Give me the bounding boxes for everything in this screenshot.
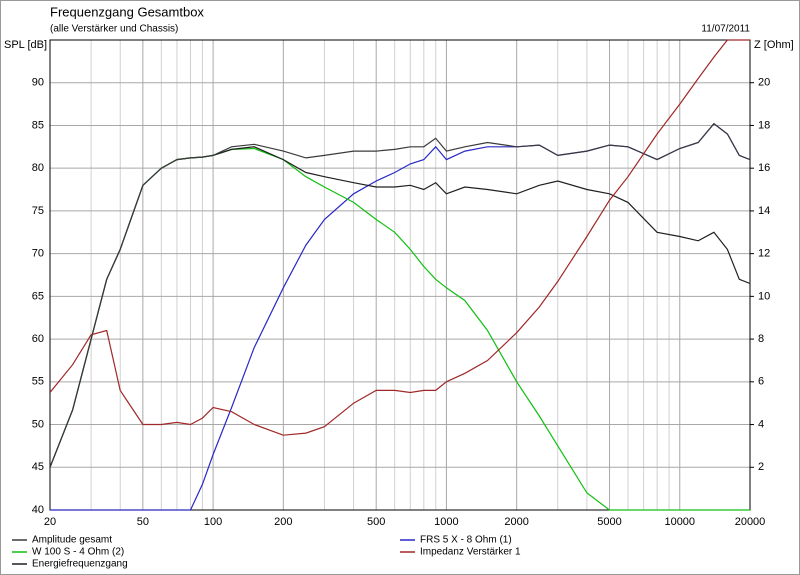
x-tick-label: 20000 xyxy=(735,516,766,528)
legend-label: W 100 S - 4 Ohm (2) xyxy=(32,547,124,558)
y-tick-label: 40 xyxy=(32,504,44,516)
x-tick-label: 5000 xyxy=(597,516,621,528)
plot-area xyxy=(49,39,751,511)
y2-tick-label: 18 xyxy=(758,119,770,131)
x-tick-label: 200 xyxy=(274,516,292,528)
legend-label: FRS 5 X - 8 Ohm (1) xyxy=(420,535,512,546)
y2-tick-label: 16 xyxy=(758,162,770,174)
y-tick-label: 75 xyxy=(32,205,44,217)
chart-subtitle: (alle Verstärker und Chassis) xyxy=(50,24,178,35)
x-tick-label: 1000 xyxy=(434,516,458,528)
x-tick-label: 20 xyxy=(44,516,56,528)
y2-tick-label: 12 xyxy=(758,248,770,260)
legend-label: Amplitude gesamt xyxy=(32,535,112,546)
y-tick-label: 65 xyxy=(32,290,44,302)
y2-tick-label: 20 xyxy=(758,77,770,89)
y2-tick-label: 10 xyxy=(758,290,770,302)
series-line xyxy=(50,122,750,468)
x-tick-label: 2000 xyxy=(504,516,528,528)
legend-label: Impedanz Verstärker 1 xyxy=(420,547,521,558)
y-tick-label: 70 xyxy=(32,248,44,260)
plot-border xyxy=(49,39,751,511)
x-tick-label: 500 xyxy=(367,516,385,528)
y2-tick-label: 4 xyxy=(758,418,764,430)
chart-title: Frequenzgang Gesamtbox xyxy=(50,4,204,19)
y2-tick-label: 6 xyxy=(758,376,764,388)
chart-date: 11/07/2011 xyxy=(701,24,750,35)
series-line xyxy=(50,39,750,436)
y-tick-label: 50 xyxy=(32,418,44,430)
x-tick-label: 50 xyxy=(137,516,149,528)
x-tick-label: 100 xyxy=(204,516,222,528)
y-tick-label: 90 xyxy=(32,77,44,89)
y-tick-label: 55 xyxy=(32,376,44,388)
y-tick-label: 80 xyxy=(32,162,44,174)
y-tick-label: 60 xyxy=(32,333,44,345)
y2-tick-label: 2 xyxy=(758,461,764,473)
y2-tick-label: 14 xyxy=(758,205,770,217)
x-tick-label: 10000 xyxy=(664,516,695,528)
y-tick-label: 85 xyxy=(32,119,44,131)
legend-label: Energiefrequenzgang xyxy=(32,559,128,570)
y-axis-label: SPL [dB] xyxy=(4,39,47,51)
y-tick-label: 45 xyxy=(32,461,44,473)
y2-axis-label: Z [Ohm] xyxy=(754,39,794,51)
y2-tick-label: 8 xyxy=(758,333,764,345)
